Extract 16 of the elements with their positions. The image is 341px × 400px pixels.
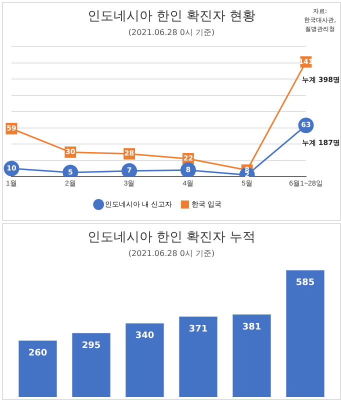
data-label: 585 bbox=[296, 278, 315, 288]
bar bbox=[18, 340, 57, 397]
data-label: 340 bbox=[135, 331, 154, 342]
bar bbox=[126, 323, 164, 397]
bar bbox=[179, 316, 218, 397]
chart-title: 인도네시아 한인 확진자 누적 bbox=[86, 229, 257, 246]
chart-subtitle: (2021.06.28 0시 기준) bbox=[128, 28, 215, 37]
data-label: 371 bbox=[188, 324, 208, 334]
bar bbox=[72, 333, 110, 397]
chart-subtitle: (2021.06.28 0시 기준) bbox=[127, 248, 216, 259]
chart-title: 인도네시아 한인 확진자 현황 bbox=[87, 9, 256, 24]
data-label: 381 bbox=[242, 322, 262, 332]
data-label: 260 bbox=[28, 348, 48, 359]
bar bbox=[286, 270, 324, 397]
data-label: 295 bbox=[82, 340, 101, 351]
bar bbox=[232, 314, 271, 397]
